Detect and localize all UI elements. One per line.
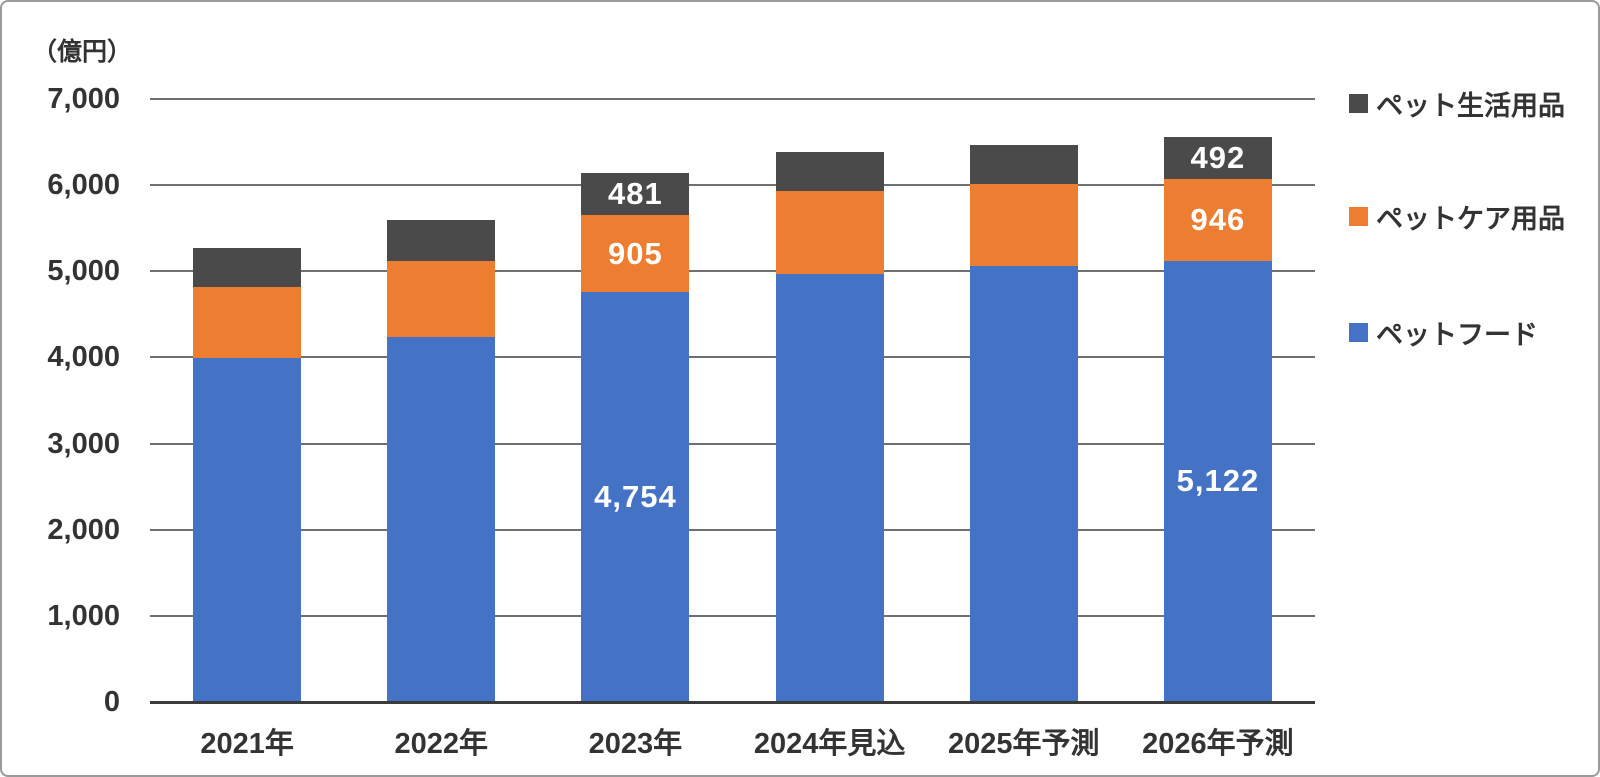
legend-item: ペットケア用品 bbox=[1349, 201, 1565, 234]
bar-segment-ペットフード bbox=[775, 274, 884, 702]
x-axis-category-label: 2022年 bbox=[394, 728, 488, 760]
grid-line bbox=[150, 528, 1315, 531]
bar-segment-ペットフード bbox=[193, 358, 302, 702]
grid-line bbox=[150, 614, 1315, 617]
x-axis-category-label: 2025年予測 bbox=[947, 728, 1100, 760]
bar-segment-ペットフード: 4,754 bbox=[581, 292, 690, 702]
y-axis-unit-label: （億円） bbox=[32, 38, 133, 66]
x-axis-line bbox=[150, 701, 1315, 704]
grid-line bbox=[150, 98, 1315, 100]
legend-item: ペット生活用品 bbox=[1349, 88, 1565, 121]
bar-segment-ペットフード bbox=[387, 337, 496, 702]
bar-segment-ペット生活用品 bbox=[387, 219, 496, 261]
bar-segment-ペット生活用品 bbox=[193, 248, 302, 288]
legend-item-label: ペットケア用品 bbox=[1376, 203, 1565, 234]
legend-swatch-icon bbox=[1349, 93, 1368, 113]
grid-line bbox=[150, 356, 1315, 359]
bar-data-label: 946 bbox=[1190, 202, 1246, 238]
legend-swatch-icon bbox=[1349, 322, 1368, 342]
bar-stack-2026年予測: 5,122 946 492 bbox=[1163, 99, 1272, 702]
legend-swatch-icon bbox=[1349, 206, 1368, 226]
bar-data-label: 905 bbox=[608, 235, 663, 271]
y-axis-tick-label: 4,000 bbox=[47, 341, 120, 374]
legend-item-label: ペットフード bbox=[1376, 319, 1538, 350]
bar-segment-ペットケア用品 bbox=[193, 287, 302, 359]
bar-segment-ペット生活用品 bbox=[775, 151, 884, 191]
plot-area: 4,754 905 481 5,122 946 492 bbox=[150, 98, 1315, 704]
y-axis-tick-label: 2,000 bbox=[47, 513, 120, 546]
bar-stack-2021年 bbox=[193, 99, 302, 702]
x-axis-category-label: 2024年見込 bbox=[753, 728, 906, 760]
bar-data-label: 5,122 bbox=[1176, 463, 1260, 499]
y-axis-tick-label: 3,000 bbox=[47, 427, 120, 460]
bar-stack-2024年見込 bbox=[775, 99, 884, 702]
bar-data-label: 4,754 bbox=[594, 479, 677, 515]
legend-item: ペットフード bbox=[1349, 317, 1538, 350]
bar-segment-ペットフード bbox=[969, 265, 1078, 702]
grid-line bbox=[150, 442, 1315, 445]
bar-segment-ペットケア用品: 905 bbox=[581, 214, 690, 293]
bar-segment-ペットケア用品: 946 bbox=[1163, 179, 1272, 261]
bar-stack-2023年: 4,754 905 481 bbox=[581, 99, 690, 702]
bar-segment-ペットケア用品 bbox=[387, 260, 496, 338]
bar-segment-ペットフード: 5,122 bbox=[1163, 260, 1272, 702]
bar-segment-ペットケア用品 bbox=[969, 184, 1078, 266]
x-axis-category-label: 2021年 bbox=[200, 728, 294, 760]
legend-item-label: ペット生活用品 bbox=[1376, 90, 1565, 121]
y-axis-tick-label: 5,000 bbox=[47, 255, 120, 288]
x-axis-category-label: 2026年予測 bbox=[1142, 728, 1294, 760]
grid-line bbox=[150, 184, 1315, 187]
grid-line bbox=[150, 270, 1315, 273]
bar-stack-2022年 bbox=[387, 99, 496, 702]
bar-segment-ペット生活用品: 492 bbox=[1163, 136, 1272, 180]
y-axis-tick-label: 1,000 bbox=[47, 599, 120, 632]
y-axis-tick-label: 0 bbox=[103, 686, 120, 718]
x-axis-category-label: 2023年 bbox=[588, 728, 683, 760]
bar-segment-ペット生活用品: 481 bbox=[581, 173, 690, 215]
y-axis-tick-label: 7,000 bbox=[47, 83, 120, 115]
bar-stack-2025年予測 bbox=[969, 99, 1078, 702]
bar-data-label: 492 bbox=[1190, 140, 1246, 176]
y-axis-tick-label: 6,000 bbox=[47, 169, 120, 202]
bar-data-label: 481 bbox=[608, 175, 663, 211]
bar-segment-ペット生活用品 bbox=[969, 145, 1078, 185]
bar-segment-ペットケア用品 bbox=[775, 190, 884, 275]
